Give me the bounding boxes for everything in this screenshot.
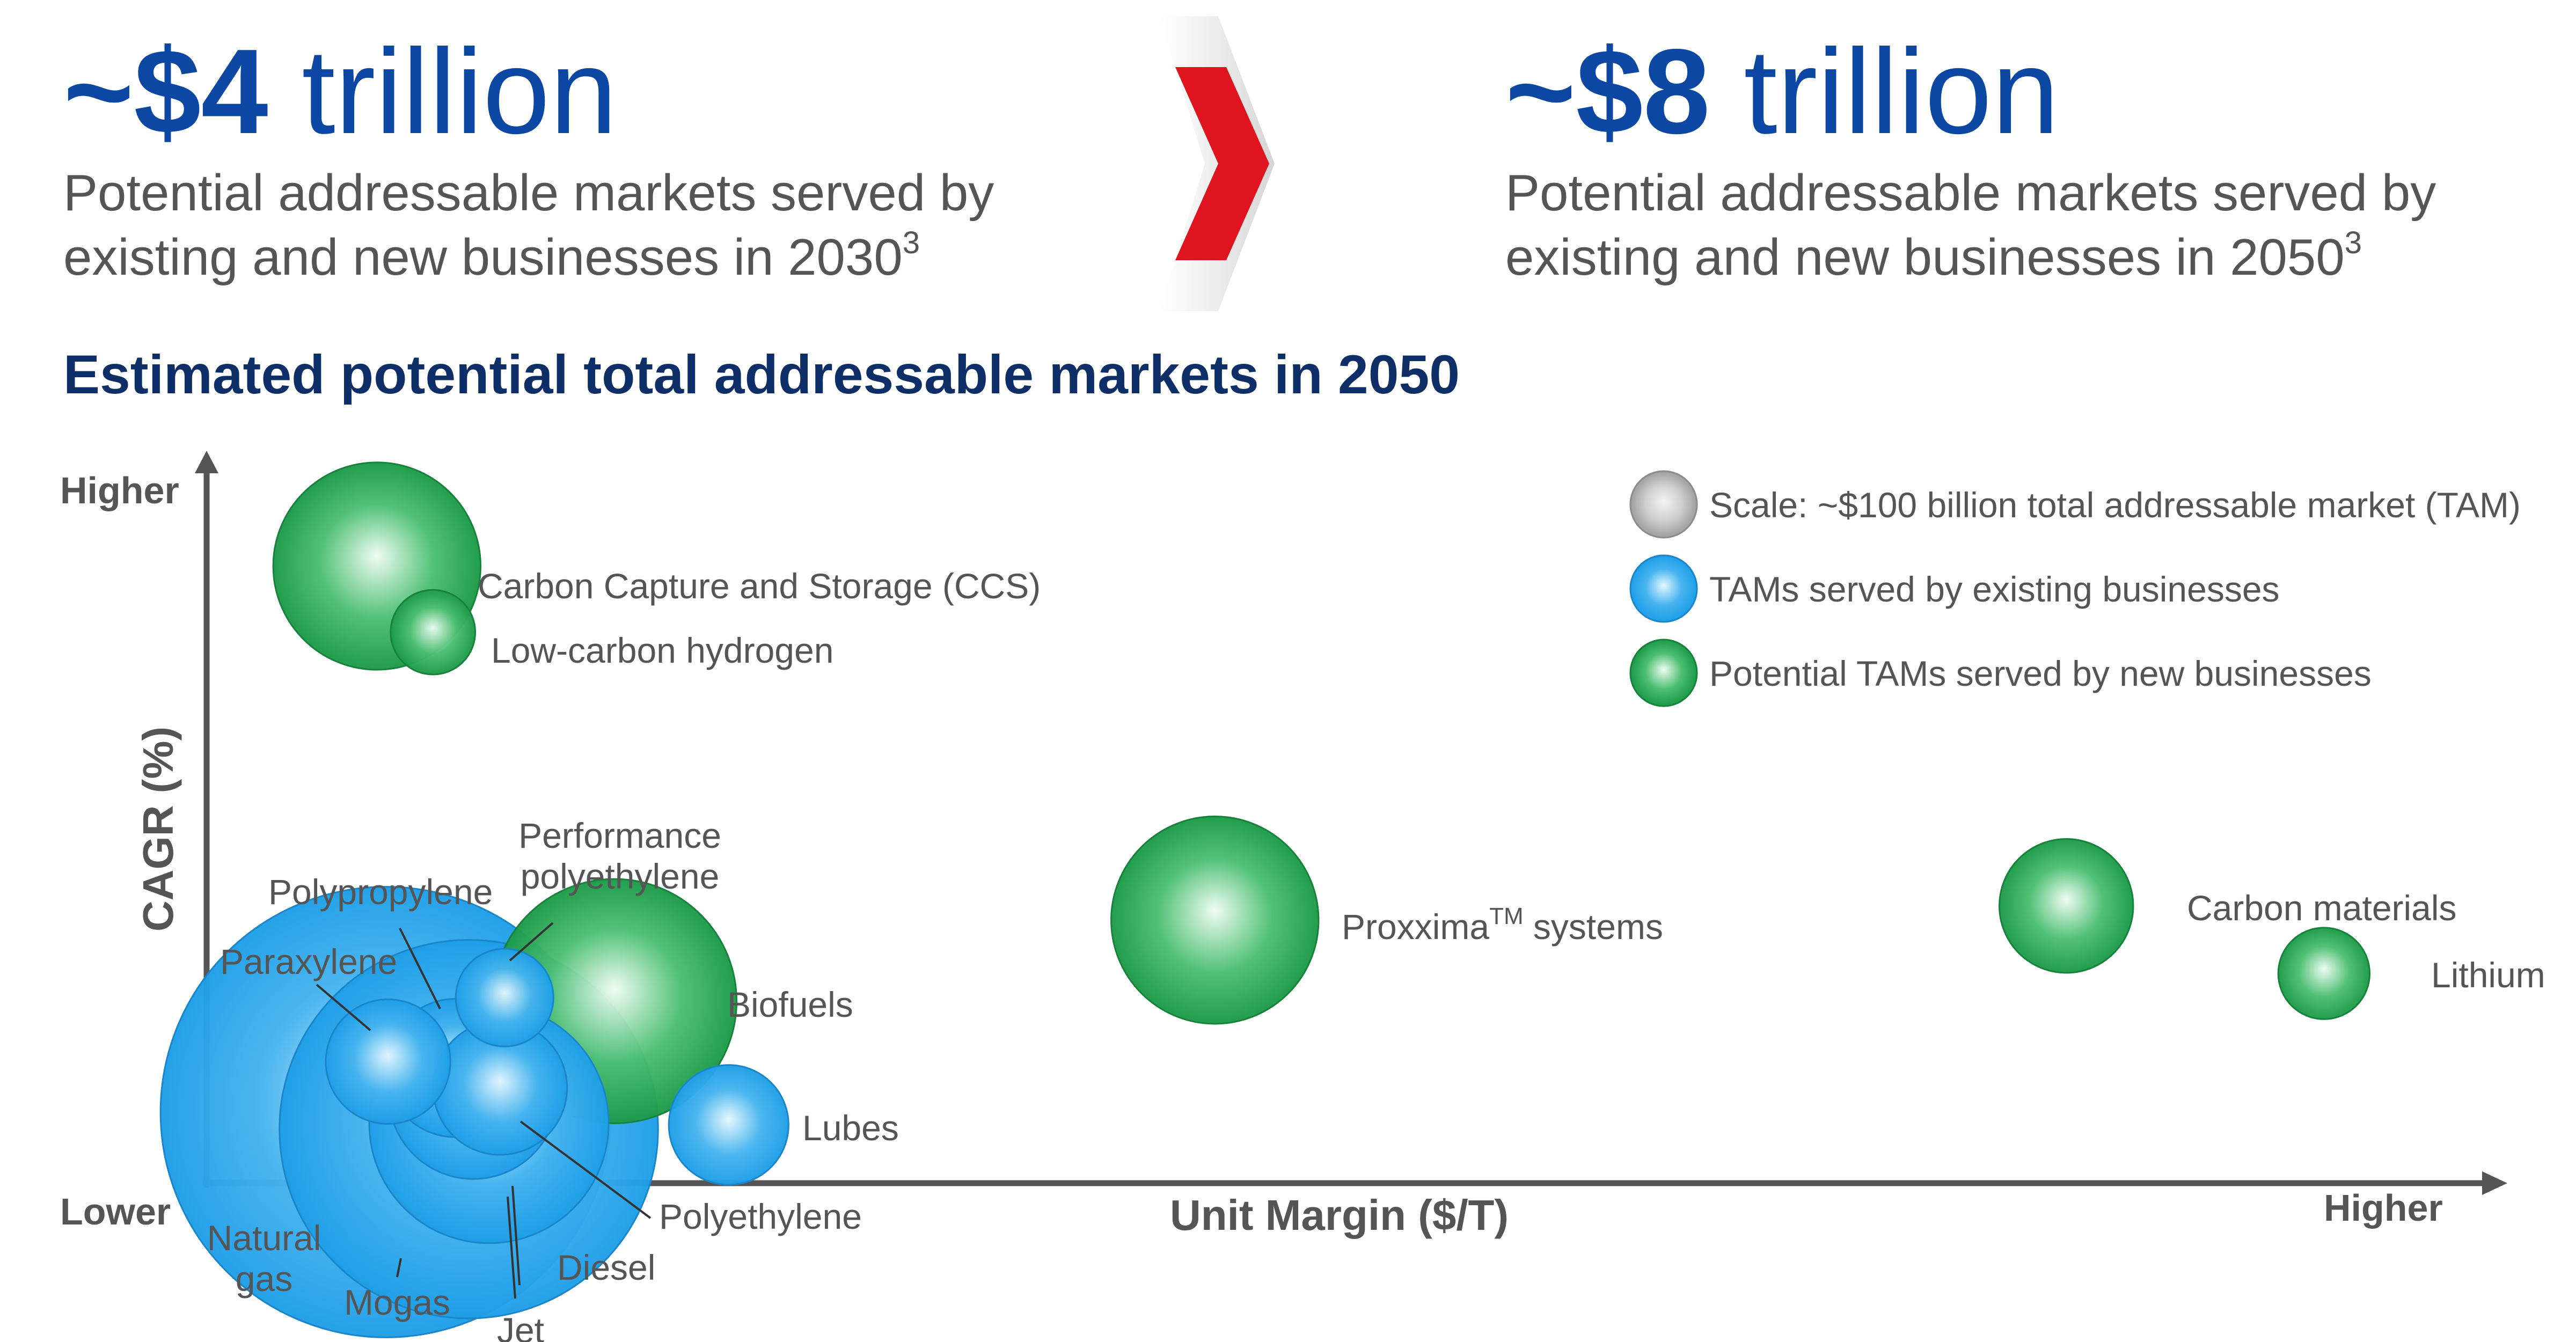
y-axis-title: CAGR (%) bbox=[134, 727, 182, 932]
leader-line-paraxylene bbox=[316, 984, 371, 1031]
hero-left-line2: existing and new businesses in 2030 bbox=[63, 229, 903, 286]
chart-title: Estimated potential total addressable ma… bbox=[63, 344, 1460, 405]
legend-marker-new bbox=[1629, 639, 1698, 707]
hero-left-line2-wrap: existing and new businesses in 20303 bbox=[63, 225, 994, 290]
leader-line-polypropylene bbox=[399, 928, 441, 1009]
hero-right-line2: existing and new businesses in 2050 bbox=[1505, 229, 2345, 286]
legend: Scale: ~$100 billion total addressable m… bbox=[1629, 470, 2521, 707]
y-axis-arrow-icon bbox=[195, 451, 218, 473]
chevron-right-icon bbox=[1159, 16, 1275, 311]
data-label-performance-polyethylene: Performance polyethylene bbox=[518, 816, 721, 896]
hero-left-footnote: 3 bbox=[902, 225, 920, 260]
hero-left-line1: Potential addressable markets served by bbox=[63, 164, 994, 222]
hero-right: ~$8 trillion Potential addressable marke… bbox=[1505, 0, 2436, 290]
hero-right-line1: Potential addressable markets served by bbox=[1505, 164, 2436, 222]
data-label-lithium: Lithium bbox=[2431, 955, 2545, 995]
hero-left-unit: trillion bbox=[302, 24, 617, 159]
hero-right-amount: ~$8 bbox=[1505, 24, 1710, 159]
bubble-proxxima bbox=[1110, 816, 1320, 1025]
data-label-biofuels: Biofuels bbox=[727, 985, 853, 1024]
x-axis-high-label: Higher bbox=[2324, 1187, 2443, 1229]
hero-left-headline: ~$4 trillion bbox=[63, 27, 994, 156]
data-label-low-carbon-hydrogen: Low-carbon hydrogen bbox=[491, 630, 833, 670]
x-axis-title: Unit Margin ($/T) bbox=[1170, 1191, 1509, 1239]
hero-right-headline: ~$8 trillion bbox=[1505, 27, 2436, 156]
hero-right-unit: trillion bbox=[1744, 24, 2059, 159]
bubble-paraxylene bbox=[325, 998, 451, 1125]
legend-marker-existing bbox=[1629, 554, 1698, 623]
hero-left: ~$4 trillion Potential addressable marke… bbox=[63, 0, 994, 290]
hero-right-subtitle: Potential addressable markets served by … bbox=[1505, 161, 2436, 290]
bubbles bbox=[159, 461, 2371, 1338]
hero-right-line2-wrap: existing and new businesses in 20503 bbox=[1505, 225, 2436, 290]
axis-origin-label: Lower bbox=[60, 1191, 171, 1233]
data-label-carbon-capture-and-storage-ccs: Carbon Capture and Storage (CCS) bbox=[478, 566, 1041, 606]
data-label-paraxylene: Paraxylene bbox=[220, 942, 397, 981]
data-label-mogas: Mogas bbox=[344, 1282, 450, 1322]
hero-left-amount: ~$4 bbox=[63, 24, 268, 159]
bubble-labels: Carbon Capture and Storage (CCS) Low-carb… bbox=[207, 566, 2545, 1342]
data-label-diesel: Diesel bbox=[557, 1248, 655, 1287]
leader-line-performance-polyethylene bbox=[509, 922, 554, 962]
leader-line-jet bbox=[507, 1196, 516, 1299]
x-axis-arrow-icon bbox=[2482, 1171, 2507, 1195]
bubble-lithium bbox=[2277, 927, 2371, 1020]
hero-left-subtitle: Potential addressable markets served by … bbox=[63, 161, 994, 290]
bubble-performance-polyethylene bbox=[455, 948, 554, 1047]
bubble-lubes bbox=[668, 1064, 789, 1186]
data-label-polyethylene: Polyethylene bbox=[659, 1197, 862, 1236]
legend-marker-scale bbox=[1629, 470, 1698, 539]
legend-label-scale: Scale: ~$100 billion total addressable m… bbox=[1709, 485, 2521, 525]
legend-label-existing: TAMs served by existing businesses bbox=[1709, 569, 2280, 609]
leader-line-polyethylene bbox=[519, 1120, 652, 1219]
data-label-polypropylene: Polypropylene bbox=[268, 872, 493, 912]
data-label-proxxima: ProxximaTM systems bbox=[1342, 903, 1663, 947]
bubble-low-carbon-hydrogen bbox=[390, 589, 477, 676]
data-label-lubes: Lubes bbox=[802, 1108, 899, 1148]
legend-label-new: Potential TAMs served by new businesses bbox=[1709, 654, 2372, 693]
leader-line-diesel bbox=[511, 1185, 521, 1286]
hero-right-footnote: 3 bbox=[2344, 225, 2362, 260]
data-label-jet: Jet bbox=[497, 1310, 544, 1342]
leader-line-mogas bbox=[396, 1258, 402, 1278]
bubble-carbon-materials bbox=[1999, 838, 2134, 974]
y-axis-high-label: Higher bbox=[60, 470, 179, 511]
data-label-natural-gas: Natural gas bbox=[207, 1218, 321, 1299]
data-label-carbon-materials: Carbon materials bbox=[2187, 888, 2457, 928]
